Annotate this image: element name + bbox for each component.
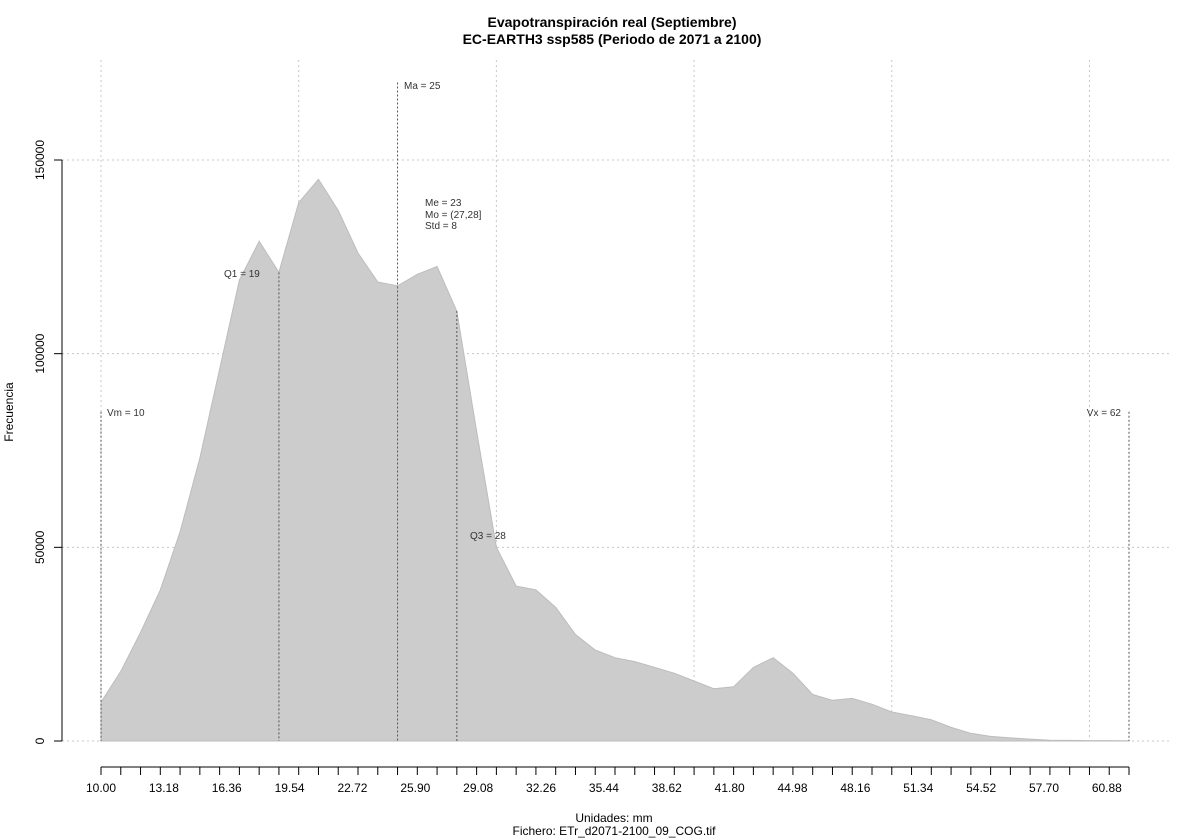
x-tick-label: 38.62 <box>652 781 682 795</box>
x-tick-label: 16.36 <box>212 781 242 795</box>
x-tick-label: 57.70 <box>1029 781 1059 795</box>
stat-vm-label: Vm = 10 <box>107 408 145 419</box>
y-tick-label: 0 <box>33 737 47 744</box>
x-tick-label: 29.08 <box>463 781 493 795</box>
stat-q3-label: Q3 = 28 <box>470 531 506 542</box>
x-tick-label: 19.54 <box>275 781 305 795</box>
stat-ma-label: Ma = 25 <box>404 81 441 92</box>
x-tick-label: 44.98 <box>778 781 808 795</box>
x-tick-label: 41.80 <box>715 781 745 795</box>
x-tick-label: 25.90 <box>400 781 430 795</box>
y-tick-label: 50000 <box>33 530 47 564</box>
x-tick-label: 22.72 <box>337 781 367 795</box>
x-axis-label: Unidades: mm <box>575 811 652 825</box>
y-tick-label: 100000 <box>33 333 47 373</box>
y-axis-ticks: 0 50000 100000 150000 <box>33 140 62 744</box>
x-tick-label: 60.88 <box>1092 781 1122 795</box>
chart-title: Evapotranspiración real (Septiembre) <box>488 14 737 30</box>
stat-lines <box>100 82 1130 741</box>
x-axis-ticks: 10.00 13.18 16.36 19.54 22.72 25.90 29.08 32.26… <box>86 767 1130 795</box>
y-tick-label: 150000 <box>33 140 47 180</box>
x-tick-label: 10.00 <box>86 781 116 795</box>
chart-subtitle: EC-EARTH3 ssp585 (Periodo de 2071 a 2100… <box>463 31 762 47</box>
x-tick-label: 48.16 <box>840 781 870 795</box>
x-tick-label: 13.18 <box>149 781 179 795</box>
x-tick-label: 54.52 <box>966 781 996 795</box>
stat-mode-label: Mo = (27,28] <box>425 210 482 221</box>
y-axis-label: Frecuencia <box>2 382 16 442</box>
x-tick-label: 32.26 <box>526 781 556 795</box>
x-tick-label: 51.34 <box>903 781 933 795</box>
stat-vx-label: Vx = 62 <box>1087 408 1122 419</box>
frequency-area <box>100 178 1130 742</box>
x-tick-label: 35.44 <box>589 781 619 795</box>
stat-median-label: Me = 23 <box>425 198 462 209</box>
stat-std-label: Std = 8 <box>425 221 457 232</box>
stat-q1-label: Q1 = 19 <box>224 269 260 280</box>
file-caption: Fichero: ETr_d2071-2100_09_COG.tif <box>513 824 717 838</box>
